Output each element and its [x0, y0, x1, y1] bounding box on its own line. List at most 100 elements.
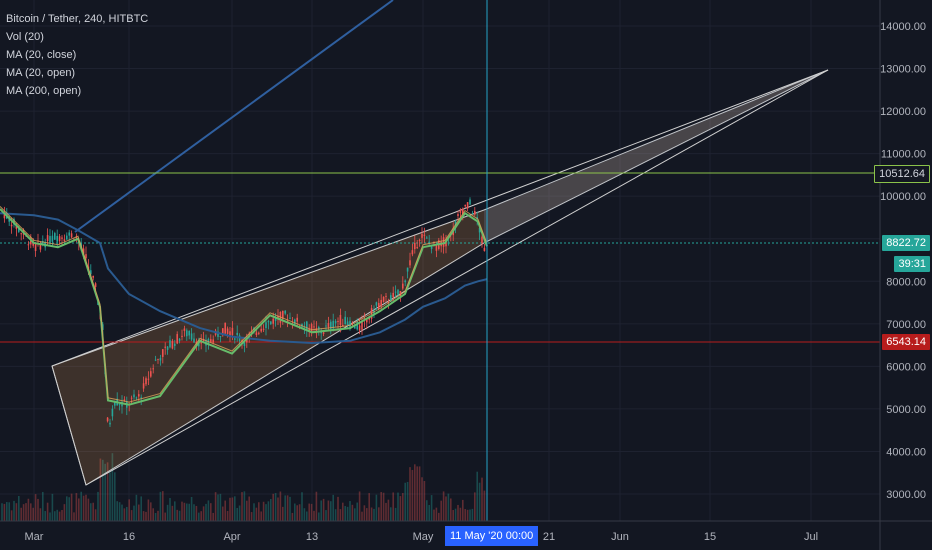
candle-body	[284, 310, 286, 314]
candle-body	[226, 328, 229, 334]
volume-bar	[140, 496, 142, 521]
volume-bar	[440, 500, 442, 521]
volume-bar	[97, 491, 99, 521]
volume-bar	[358, 491, 361, 521]
volume-bar	[325, 510, 327, 521]
volume-bar	[92, 502, 94, 521]
candle-body	[111, 408, 114, 417]
volume-bar	[426, 500, 428, 521]
volume-bar	[1, 503, 3, 521]
candle-body	[51, 235, 54, 242]
volume-bar	[404, 482, 406, 521]
ma-200-open-line	[0, 212, 488, 345]
time-tick-label: 15	[704, 531, 716, 543]
volume-bar	[109, 472, 111, 521]
volume-bar	[310, 503, 313, 521]
candle-body	[426, 237, 428, 239]
candle-body	[270, 321, 272, 325]
volume-bar	[166, 504, 169, 521]
candle-body	[236, 332, 238, 335]
price-tick-label: 8000.00	[886, 276, 926, 288]
candle-body	[339, 314, 342, 325]
study-ma-20-open[interactable]: MA (20, open)	[6, 67, 76, 79]
candle-body	[447, 242, 450, 244]
candle-body	[478, 227, 481, 233]
candle-body	[250, 331, 253, 333]
candle-body	[354, 324, 356, 329]
price-tick-label: 14000.00	[880, 21, 926, 33]
volume-bar	[438, 512, 440, 521]
volume-bar	[380, 492, 382, 521]
time-axis[interactable]: Mar 16 Apr 13 May 21 Jun 15 Jul	[25, 531, 819, 543]
candle-body	[61, 237, 63, 239]
volume-bar	[274, 493, 277, 521]
volume-bar	[202, 506, 205, 521]
volume-bar	[174, 501, 176, 521]
candle-body	[174, 343, 176, 346]
chart-legend: Bitcoin / Tether, 240, HITBTC Vol (20) M…	[6, 10, 148, 100]
candle-body	[267, 320, 270, 323]
time-tick-label: May	[413, 531, 434, 543]
candle-body	[421, 234, 423, 238]
candle-body	[92, 275, 94, 278]
candle-body	[85, 254, 87, 259]
volume-bar	[291, 512, 294, 521]
symbol-title[interactable]: Bitcoin / Tether, 240, HITBTC	[6, 13, 149, 25]
rising-wedge-fill-lower[interactable]	[51, 69, 829, 486]
volume-bar	[30, 503, 32, 521]
candle-body	[423, 234, 426, 236]
volume-bar	[102, 459, 104, 521]
price-axis[interactable]: 14000.00 13000.00 12000.00 11000.00 10000.00…	[880, 21, 926, 501]
candle-body	[145, 378, 147, 385]
candle-body	[138, 394, 140, 397]
volume-bar	[423, 480, 426, 521]
candle-body	[142, 383, 145, 389]
wedge-upper-edge[interactable]	[51, 69, 829, 367]
candle-body	[157, 358, 159, 360]
wedge-left-edge[interactable]	[51, 365, 87, 486]
candle-body	[265, 322, 267, 329]
volume-bar	[176, 509, 178, 521]
candle-body	[349, 320, 351, 329]
candle-body	[462, 208, 464, 214]
volume-bar	[234, 496, 236, 521]
study-ma-200-open[interactable]: MA (200, open)	[6, 85, 82, 97]
candle-body	[289, 317, 291, 319]
volume-bar	[409, 467, 411, 521]
volume-bar	[133, 505, 135, 521]
candle-body	[164, 346, 166, 348]
study-ma-20-close[interactable]: MA (20, close)	[6, 49, 77, 61]
candle-body	[20, 233, 22, 235]
volume-bar	[154, 512, 157, 521]
candle-body	[231, 327, 234, 335]
volume-bar	[243, 491, 246, 521]
volume-bar	[397, 492, 399, 521]
volume-bars	[1, 453, 486, 521]
candle-body	[150, 371, 152, 377]
volume-bar	[20, 507, 22, 521]
volume-bar	[181, 501, 183, 521]
candle-body	[10, 224, 13, 227]
volume-bar	[229, 497, 231, 521]
volume-bar	[339, 509, 342, 521]
ma-20-close-line	[0, 208, 488, 406]
candle-body	[212, 339, 214, 343]
volume-bar	[82, 495, 85, 521]
volume-bar	[49, 512, 51, 521]
candle-body	[63, 239, 66, 242]
candle-body	[344, 316, 346, 325]
candle-body	[397, 289, 399, 295]
candle-body	[464, 204, 466, 207]
volume-bar	[162, 491, 164, 521]
trend-line[interactable]	[74, 0, 394, 233]
price-tick-label: 7000.00	[886, 319, 926, 331]
candle-body	[102, 324, 104, 330]
wedge-lower-edge[interactable]	[85, 69, 829, 486]
volume-bar	[327, 500, 330, 521]
candle-body	[332, 320, 334, 329]
study-vol[interactable]: Vol (20)	[6, 31, 44, 43]
volume-bar	[13, 500, 15, 521]
candle-body	[260, 328, 262, 332]
